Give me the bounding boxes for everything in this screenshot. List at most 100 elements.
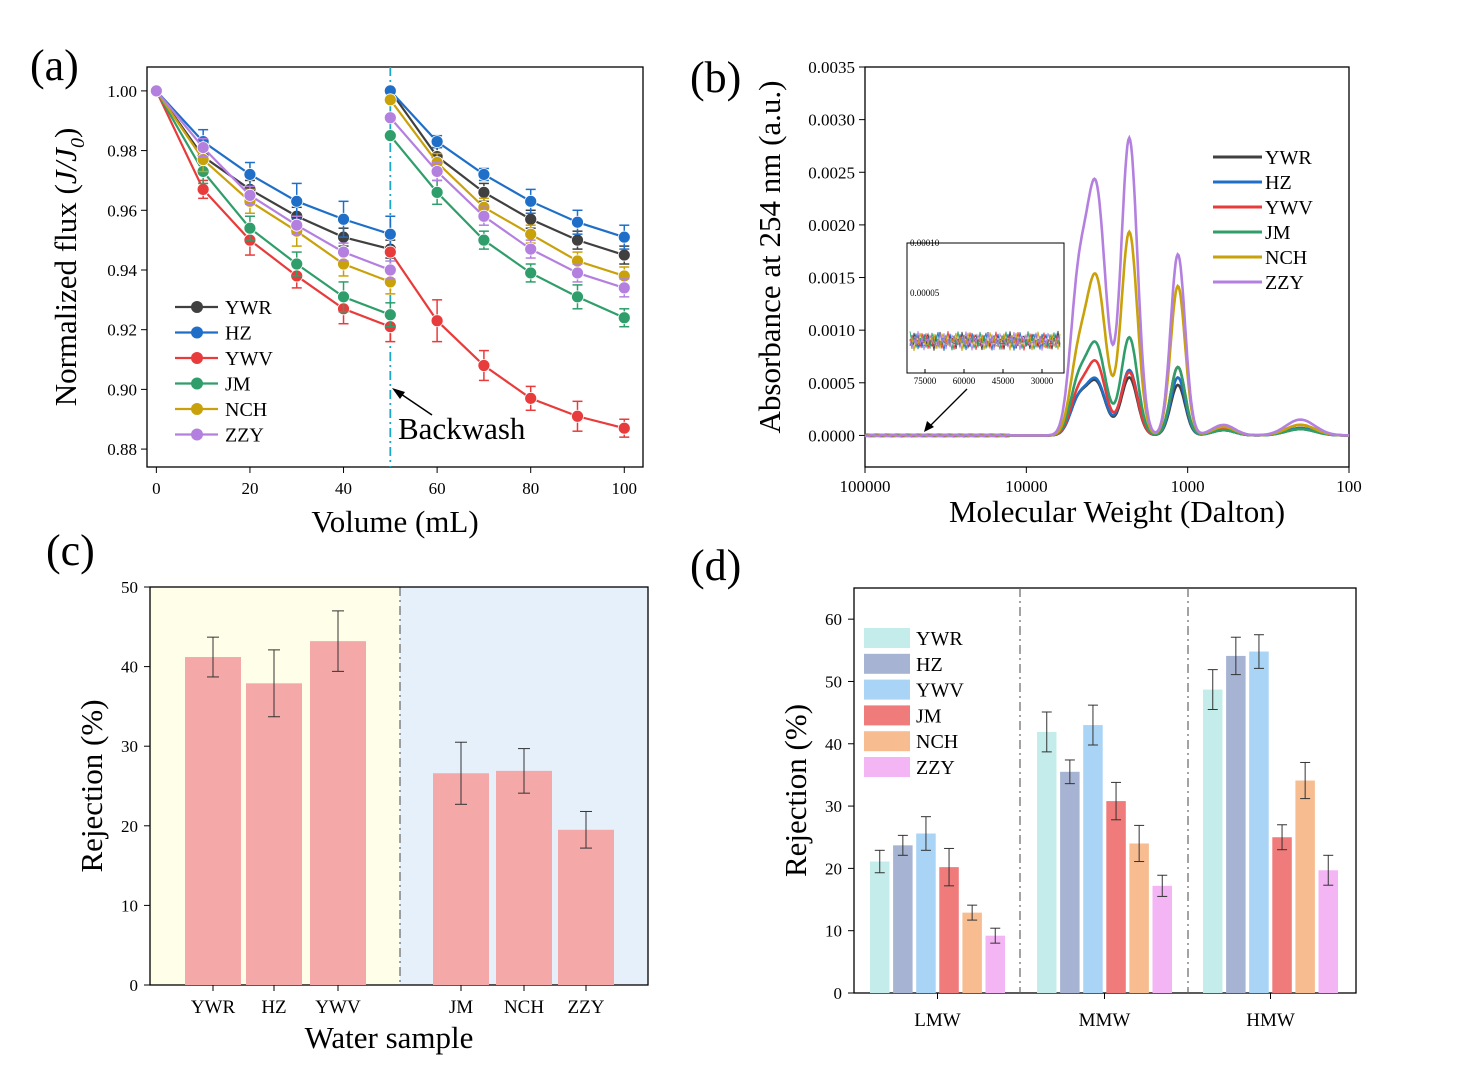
bar-ZZY-HMW [1318, 870, 1338, 993]
x-tick-label-MMW: MMW [1079, 1010, 1131, 1031]
data-point-ZZY [243, 188, 257, 202]
series-ZZY: ZZY [149, 84, 631, 447]
data-point-NCH [383, 93, 397, 107]
y-tick-label-b: 0.0015 [808, 269, 855, 288]
series-JM: JM [149, 84, 631, 396]
data-point-YWV [617, 421, 631, 435]
bar-NCH-LMW [962, 912, 982, 993]
inset-x-tick-label: 30000 [1031, 376, 1054, 386]
y-tick-label-d: 60 [825, 610, 842, 629]
data-point-ZZY [383, 111, 397, 125]
data-point-ZZY [571, 266, 584, 280]
inset-y-tick-label: 0.00010 [910, 238, 940, 248]
y-tick-label-d: 20 [825, 859, 842, 878]
data-point-HZ [524, 194, 538, 208]
y-tick-label-b: 0.0020 [808, 216, 855, 235]
inset-x-tick-label: 60000 [953, 376, 976, 386]
backwash-arrow-head [392, 388, 405, 399]
data-point-JM [571, 290, 584, 304]
panel-c: (c) 0 10 20 30 40 50 YWR HZ YWV JM NCH ZZY Water samp… [46, 526, 649, 1055]
bar-ZZY-LMW [985, 935, 1005, 993]
y-tick-label-c: 50 [121, 578, 138, 597]
data-point-YWV [430, 314, 444, 328]
backwash-arrow-shaft [397, 391, 433, 416]
y-tick-label-a: 0.90 [107, 380, 137, 399]
legend-swatch-HZ [864, 653, 910, 674]
y-tick-label-c: 20 [121, 817, 138, 836]
x-tick-label-HZ: HZ [261, 997, 286, 1018]
y-tick-label-c: 10 [121, 896, 138, 915]
legend-label-YWV: YWV [1265, 197, 1313, 219]
y-tick-label-a: 0.96 [107, 201, 137, 220]
legend-swatch-NCH [864, 731, 910, 752]
data-point-HZ [337, 212, 350, 226]
y-tick-label-b: 0.0030 [808, 111, 855, 130]
bar-ZZY-MMW [1152, 885, 1172, 993]
data-point-ZZY [196, 141, 210, 154]
x-tick-label-a: 80 [522, 479, 539, 498]
legend-marker-YWV [191, 352, 203, 364]
data-point-YWV [383, 245, 397, 259]
bar-ZZY [558, 829, 614, 985]
spectrum-line-ZZY [864, 134, 1350, 438]
data-point-JM [477, 233, 491, 247]
data-point-HZ [571, 215, 584, 229]
series-HZ: HZ [864, 636, 1246, 993]
panel-label-c: (c) [46, 526, 95, 575]
legend-label-YWR: YWR [1265, 147, 1312, 169]
data-point-HZ [290, 194, 304, 208]
x-tick-label-ZZY: ZZY [568, 997, 605, 1018]
bar-YWV-LMW [916, 833, 936, 993]
x-tick-label-HMW: HMW [1246, 1010, 1295, 1031]
legend-swatch-YWV [864, 679, 910, 700]
legend-label-JM: JM [225, 374, 251, 396]
data-point-JM [430, 185, 444, 199]
data-point-JM [290, 257, 304, 271]
series-line-JM [155, 90, 391, 316]
data-point-JM [383, 308, 397, 322]
legend-marker-YWR [191, 301, 203, 313]
y-axis-title-b: Absorbance at 254 nm (a.u.) [752, 81, 787, 434]
x-tick-label-b: 100 [1336, 477, 1362, 496]
y-tick-label-a: 0.92 [107, 321, 137, 340]
y-tick-label-b: 0.0010 [808, 321, 855, 340]
x-tick-label-LMW: LMW [914, 1010, 961, 1031]
x-tick-label-YWR: YWR [191, 997, 236, 1018]
inset-arrow-head [924, 421, 934, 432]
series-line-YWR [389, 90, 625, 257]
bar-YWR [185, 657, 241, 985]
panel-b: (b) 100000 10000 1000 100 0.0000 0.0005 0.0010 0… [690, 53, 1362, 529]
inset-x-tick-label: 45000 [992, 376, 1015, 386]
series-line-YWV [389, 251, 625, 430]
x-axis-title-b: Molecular Weight (Dalton) [949, 494, 1285, 529]
bar-YWR-MMW [1037, 731, 1057, 993]
y-tick-label-a: 0.88 [107, 440, 137, 459]
x-tick-label-JM: JM [449, 997, 473, 1018]
x-axis-title-c: Water sample [305, 1020, 474, 1055]
y-tick-label-c: 0 [130, 976, 139, 995]
x-tick-label-a: 40 [335, 479, 352, 498]
inset-arrow-shaft [927, 388, 968, 429]
data-point-HZ [617, 230, 631, 244]
backwash-label: Backwash [398, 411, 526, 446]
legend-marker-JM [191, 377, 203, 390]
data-point-ZZY [149, 84, 163, 98]
y-tick-label-d: 50 [825, 672, 842, 691]
legend-label-YWR: YWR [225, 297, 272, 319]
plot-frame-a [146, 66, 644, 468]
inset-frame [906, 242, 1065, 374]
y-axis-title-a: Normalized flux (J/J0) [48, 128, 89, 407]
bar-NCH-HMW [1295, 780, 1315, 993]
data-point-JM [617, 311, 631, 325]
y-tick-label-a: 0.98 [107, 142, 137, 161]
panel-label-d: (d) [690, 541, 741, 590]
legend-swatch-JM [864, 705, 910, 726]
x-axis-title-a: Volume (mL) [311, 504, 478, 539]
y-tick-label-a: 1.00 [107, 82, 137, 101]
series-line-HZ [389, 90, 625, 239]
series-JM: JM [864, 705, 1292, 993]
x-tick-label-b: 1000 [1171, 477, 1205, 496]
legend-swatch-YWR [864, 628, 910, 648]
data-point-HZ [243, 168, 257, 181]
